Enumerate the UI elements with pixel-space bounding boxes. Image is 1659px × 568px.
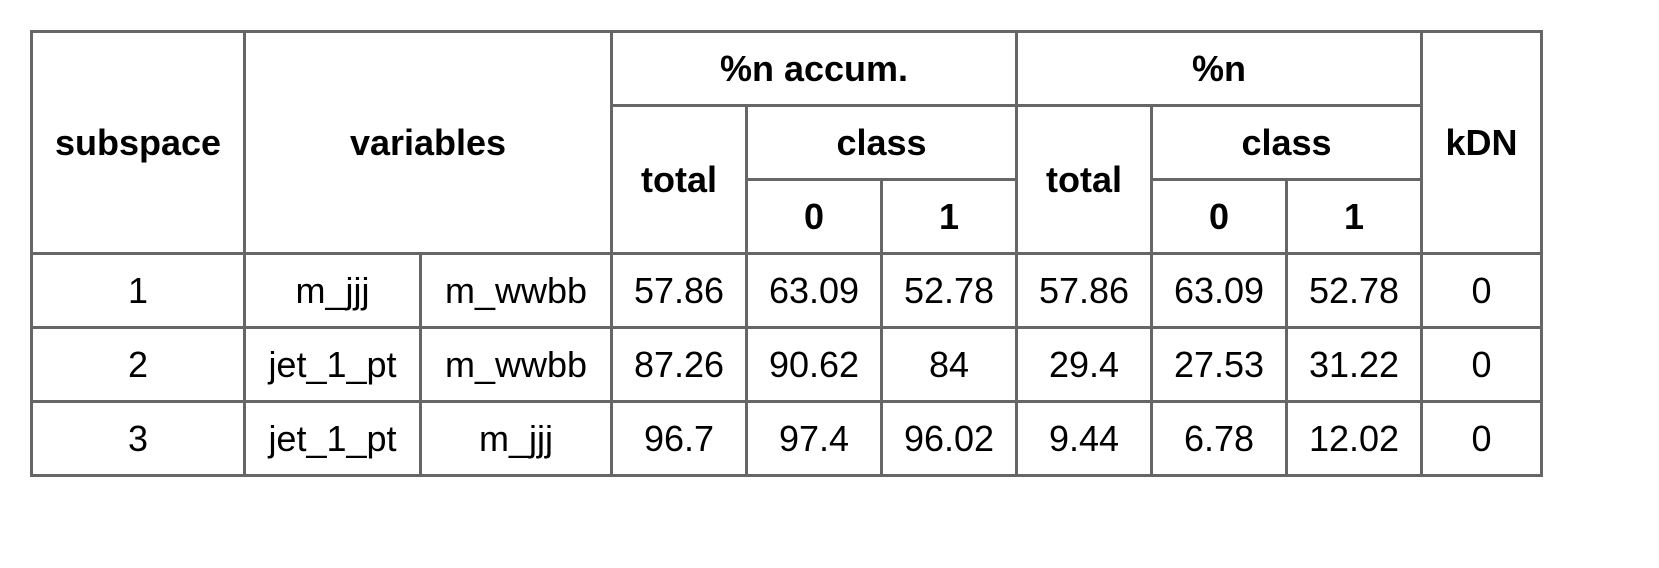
kdn-header: kDN (1420, 30, 1544, 255)
accum-class-0-cell: 97.4 (745, 400, 883, 477)
accum-total-cell: 96.7 (610, 400, 748, 477)
n-class-1-cell: 12.02 (1285, 400, 1424, 477)
accum-class-1-cell: 52.78 (879, 252, 1019, 329)
variable-b-cell: m_jjj (419, 400, 613, 477)
table-row: 3 jet_1_pt m_jjj 96.7 97.4 96.02 9.44 6.… (30, 400, 1544, 477)
n-header: %n (1015, 30, 1424, 107)
accum-class-1-cell: 84 (879, 326, 1019, 403)
n-class-0-header: 0 (1150, 178, 1289, 255)
variable-b-cell: m_wwbb (419, 326, 613, 403)
subspace-cell: 3 (30, 400, 246, 477)
kdn-cell: 0 (1420, 252, 1544, 329)
variable-b-cell: m_wwbb (419, 252, 613, 329)
n-class-1-header: 1 (1285, 178, 1424, 255)
results-table: subspace variables %n accum. %n kDN tota… (30, 30, 1544, 477)
table-header: subspace variables %n accum. %n kDN tota… (30, 30, 1544, 255)
n-class-1-cell: 31.22 (1285, 326, 1424, 403)
subspace-cell: 1 (30, 252, 246, 329)
kdn-cell: 0 (1420, 400, 1544, 477)
n-class-0-cell: 63.09 (1150, 252, 1289, 329)
accum-class-1-cell: 96.02 (879, 400, 1019, 477)
accum-total-cell: 87.26 (610, 326, 748, 403)
kdn-cell: 0 (1420, 326, 1544, 403)
n-accum-total-header: total (610, 104, 748, 255)
n-class-header: class (1150, 104, 1424, 181)
subspace-cell: 2 (30, 326, 246, 403)
table-body: 1 m_jjj m_wwbb 57.86 63.09 52.78 57.86 6… (30, 252, 1544, 477)
n-total-cell: 57.86 (1015, 252, 1154, 329)
header-row-1: subspace variables %n accum. %n kDN (30, 30, 1544, 255)
n-class-1-cell: 52.78 (1285, 252, 1424, 329)
n-accum-class-header: class (744, 104, 1019, 181)
n-total-header: total (1015, 104, 1154, 255)
accum-total-cell: 57.86 (610, 252, 748, 329)
variable-a-cell: jet_1_pt (243, 326, 422, 403)
header-row-2: total class total class (32, 104, 1542, 255)
n-accum-class-1-header: 1 (879, 178, 1019, 255)
table-row: 1 m_jjj m_wwbb 57.86 63.09 52.78 57.86 6… (30, 252, 1544, 329)
subspace-header: subspace (30, 30, 246, 255)
variable-a-cell: m_jjj (243, 252, 422, 329)
n-total-cell: 9.44 (1015, 400, 1154, 477)
table-row: 2 jet_1_pt m_wwbb 87.26 90.62 84 29.4 27… (30, 326, 1544, 403)
n-class-0-cell: 6.78 (1150, 400, 1289, 477)
n-class-0-cell: 27.53 (1150, 326, 1289, 403)
n-accum-class-0-header: 0 (745, 178, 883, 255)
variable-a-cell: jet_1_pt (243, 400, 422, 477)
header-row-3: 0 1 0 1 (32, 178, 1542, 255)
n-accum-header: %n accum. (609, 30, 1019, 107)
accum-class-0-cell: 63.09 (745, 252, 883, 329)
accum-class-0-cell: 90.62 (745, 326, 883, 403)
n-total-cell: 29.4 (1015, 326, 1154, 403)
variables-header: variables (243, 30, 613, 255)
